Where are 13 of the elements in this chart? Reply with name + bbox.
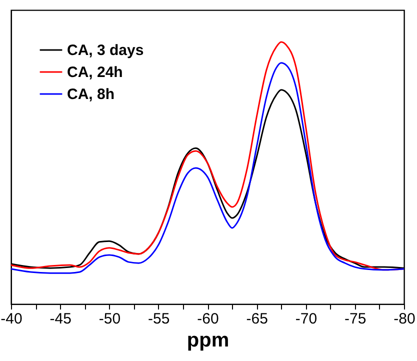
x-tick-label: -70	[295, 310, 318, 328]
legend-label: CA, 24h	[67, 64, 123, 81]
x-tick-label: -75	[344, 310, 366, 328]
x-tick-label: -80	[394, 310, 416, 328]
legend-label: CA, 3 days	[67, 42, 144, 59]
x-tick-label: -55	[148, 310, 170, 328]
x-tick-label: -40	[0, 310, 22, 328]
x-tick-label: -45	[50, 310, 72, 328]
x-tick-label: -50	[98, 310, 121, 328]
x-axis-title: ppm	[186, 330, 230, 352]
x-tick-label: -65	[246, 310, 268, 328]
legend-label: CA, 8h	[67, 86, 115, 103]
x-tick-label: -60	[197, 310, 219, 328]
